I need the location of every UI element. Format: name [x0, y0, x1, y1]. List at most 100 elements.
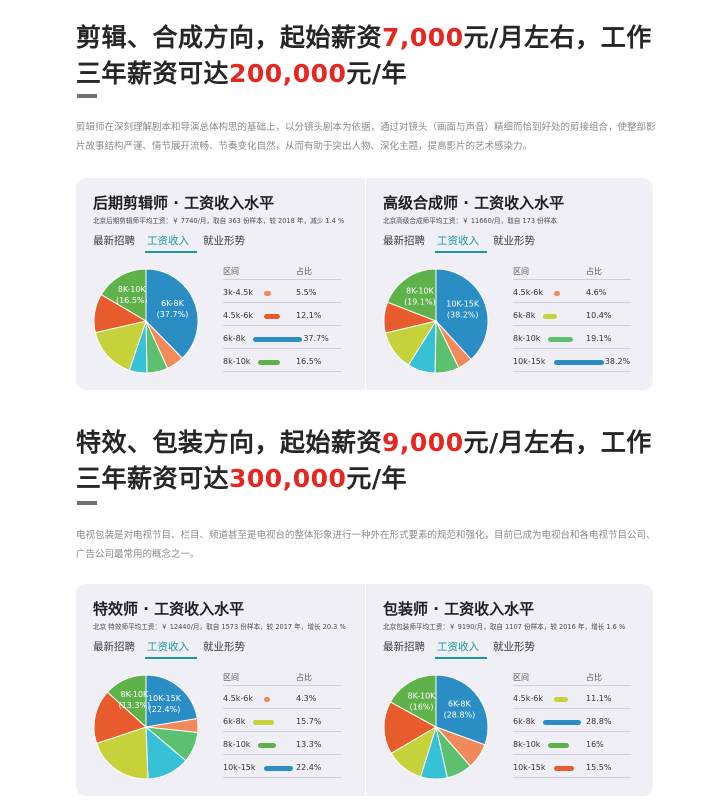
table-divider	[513, 708, 631, 709]
tab-employment[interactable]: 就业形势	[493, 235, 535, 247]
salary-range-label: 8k-10k	[513, 740, 541, 749]
tab-employment[interactable]: 就业形势	[203, 641, 245, 653]
card-divider	[365, 178, 366, 390]
salary-share-bar	[543, 720, 581, 725]
tab-salary[interactable]: 工资收入	[147, 641, 189, 653]
salary-card: 包装师 · 工资收入水平 北京包装师平均工资：￥ 9190/月，取自 1107 …	[366, 584, 653, 796]
col-header-share: 占比	[296, 673, 312, 682]
salary-range-label: 6k-8k	[223, 717, 246, 726]
salary-pie-chart: 6K-8K (37.7%) 8K-10K (16.5%)	[93, 268, 199, 374]
headline-text: 元/月左右，工作三年薪资可达	[76, 23, 652, 88]
pie-slice	[386, 268, 437, 322]
pie-slice	[145, 268, 199, 359]
pie-slice-label: (28.8%)	[444, 711, 476, 720]
salary-card-row: 特效师 · 工资收入水平 北京 特效师平均工资：￥ 12440/月，取自 157…	[76, 584, 653, 796]
col-header-range: 区间	[223, 267, 239, 276]
col-header-range: 区间	[513, 673, 529, 682]
tab-employment[interactable]: 就业形势	[203, 235, 245, 247]
pie-slice	[383, 701, 438, 754]
salary-range-label: 6k-8k	[223, 334, 246, 343]
pie-slice-label: (16%)	[409, 702, 433, 711]
headline-divider	[77, 501, 97, 505]
salary-range-label: 6k-8k	[513, 311, 536, 320]
salary-share-bar	[258, 360, 280, 365]
pie-slice-label: 6K-8K	[448, 700, 471, 709]
pie-slice	[435, 268, 489, 361]
salary-share-value: 28.8%	[586, 717, 612, 726]
tab-recruitment[interactable]: 最新招聘	[93, 235, 135, 247]
active-tab-underline	[145, 657, 197, 659]
salary-share-value: 13.3%	[296, 740, 322, 749]
pie-slice-label: (22.4%)	[149, 705, 181, 714]
salary-share-bar	[258, 743, 276, 748]
col-header-range: 区间	[513, 267, 529, 276]
headline-text: 特效、包装方向，起始薪资	[76, 428, 383, 457]
col-header-share: 占比	[586, 267, 602, 276]
pie-slice-label: 10K-15K	[446, 300, 480, 309]
col-header-range: 区间	[223, 673, 239, 682]
section-editing: 剪辑、合成方向，起始薪资7,000元/月左右，工作三年薪资可达200,000元/…	[0, 0, 709, 400]
tab-salary[interactable]: 工资收入	[437, 641, 479, 653]
section-headline: 特效、包装方向，起始薪资9,000元/月左右，工作三年薪资可达300,000元/…	[76, 425, 676, 497]
salary-range-label: 4.5k-6k	[223, 694, 253, 703]
salary-share-value: 11.1%	[586, 694, 612, 703]
salary-share-value: 10.4%	[586, 311, 612, 320]
pie-slice-label: (13.3%)	[119, 701, 151, 710]
pie-slice-label: (37.7%)	[157, 310, 189, 319]
card-title: 包装师 · 工资收入水平	[383, 600, 535, 618]
salary-share-value: 38.2%	[604, 357, 631, 366]
tab-recruitment[interactable]: 最新招聘	[93, 641, 135, 653]
section-vfx: 特效、包装方向，起始薪资9,000元/月左右，工作三年薪资可达300,000元/…	[0, 405, 709, 812]
salary-card: 特效师 · 工资收入水平 北京 特效师平均工资：￥ 12440/月，取自 157…	[76, 584, 363, 796]
tab-recruitment[interactable]: 最新招聘	[383, 235, 425, 247]
salary-share-value: 5.5%	[296, 288, 317, 297]
salary-card: 后期剪辑师 · 工资收入水平 北京后期剪辑师平均工资：￥ 7740/月，取自 3…	[76, 178, 363, 390]
pie-slice	[94, 320, 147, 371]
pie-slice	[106, 674, 147, 729]
pie-slice-label: 8K-10K	[408, 691, 437, 700]
table-divider	[223, 777, 341, 778]
salary-share-value: 19.1%	[586, 334, 612, 343]
card-title: 后期剪辑师 · 工资收入水平	[93, 194, 275, 212]
card-title: 高级合成师 · 工资收入水平	[383, 194, 565, 212]
salary-share-value: 4.6%	[586, 288, 607, 297]
tab-salary[interactable]: 工资收入	[147, 235, 189, 247]
table-divider	[223, 302, 341, 303]
pie-slice	[96, 726, 149, 780]
table-divider	[223, 325, 341, 326]
salary-card: 高级合成师 · 工资收入水平 北京高级合成师平均工资：￥ 11660/月，取自 …	[366, 178, 653, 390]
table-divider	[513, 731, 631, 732]
salary-share-value: 15.7%	[296, 717, 322, 726]
pie-slice	[145, 674, 198, 728]
card-divider	[365, 584, 366, 796]
salary-share-bar	[543, 314, 557, 319]
table-divider	[513, 371, 631, 372]
salary-range-label: 8k-10k	[513, 334, 541, 343]
pie-slice-label: (19.1%)	[404, 297, 436, 306]
pie-slice-label: 8K-10K	[406, 286, 435, 295]
salary-share-bar	[548, 743, 570, 748]
salary-share-bar	[553, 697, 569, 702]
table-divider	[223, 279, 341, 280]
pie-slice	[389, 674, 437, 728]
salary-share-bar	[548, 337, 574, 342]
pie-slice-label: 8K-10K	[120, 690, 149, 699]
tab-recruitment[interactable]: 最新招聘	[383, 641, 425, 653]
headline-highlight-salary: 7,000	[382, 23, 464, 52]
card-subtitle: 北京包装师平均工资：￥ 9190/月，取自 1107 份样本，较 2016 年，…	[383, 623, 626, 631]
salary-pie-chart: 10K-15K (38.2%) 8K-10K (19.1%)	[383, 268, 489, 374]
tab-employment[interactable]: 就业形势	[493, 641, 535, 653]
pie-slice	[93, 691, 147, 745]
salary-share-bar	[253, 720, 274, 725]
salary-pie-chart: 6K-8K (28.8%) 8K-10K (16%)	[383, 674, 489, 780]
salary-share-bar	[263, 314, 280, 319]
headline-highlight-salary: 9,000	[382, 428, 464, 457]
table-divider	[223, 371, 341, 372]
headline-text: 元/年	[346, 59, 408, 88]
tab-salary[interactable]: 工资收入	[437, 235, 479, 247]
pie-slice-label: 6K-8K	[161, 299, 184, 308]
active-tab-underline	[145, 251, 197, 253]
salary-share-value: 16.5%	[296, 357, 322, 366]
table-divider	[513, 325, 631, 326]
card-subtitle: 北京后期剪辑师平均工资：￥ 7740/月，取自 363 份样本，较 2018 年…	[93, 217, 345, 225]
